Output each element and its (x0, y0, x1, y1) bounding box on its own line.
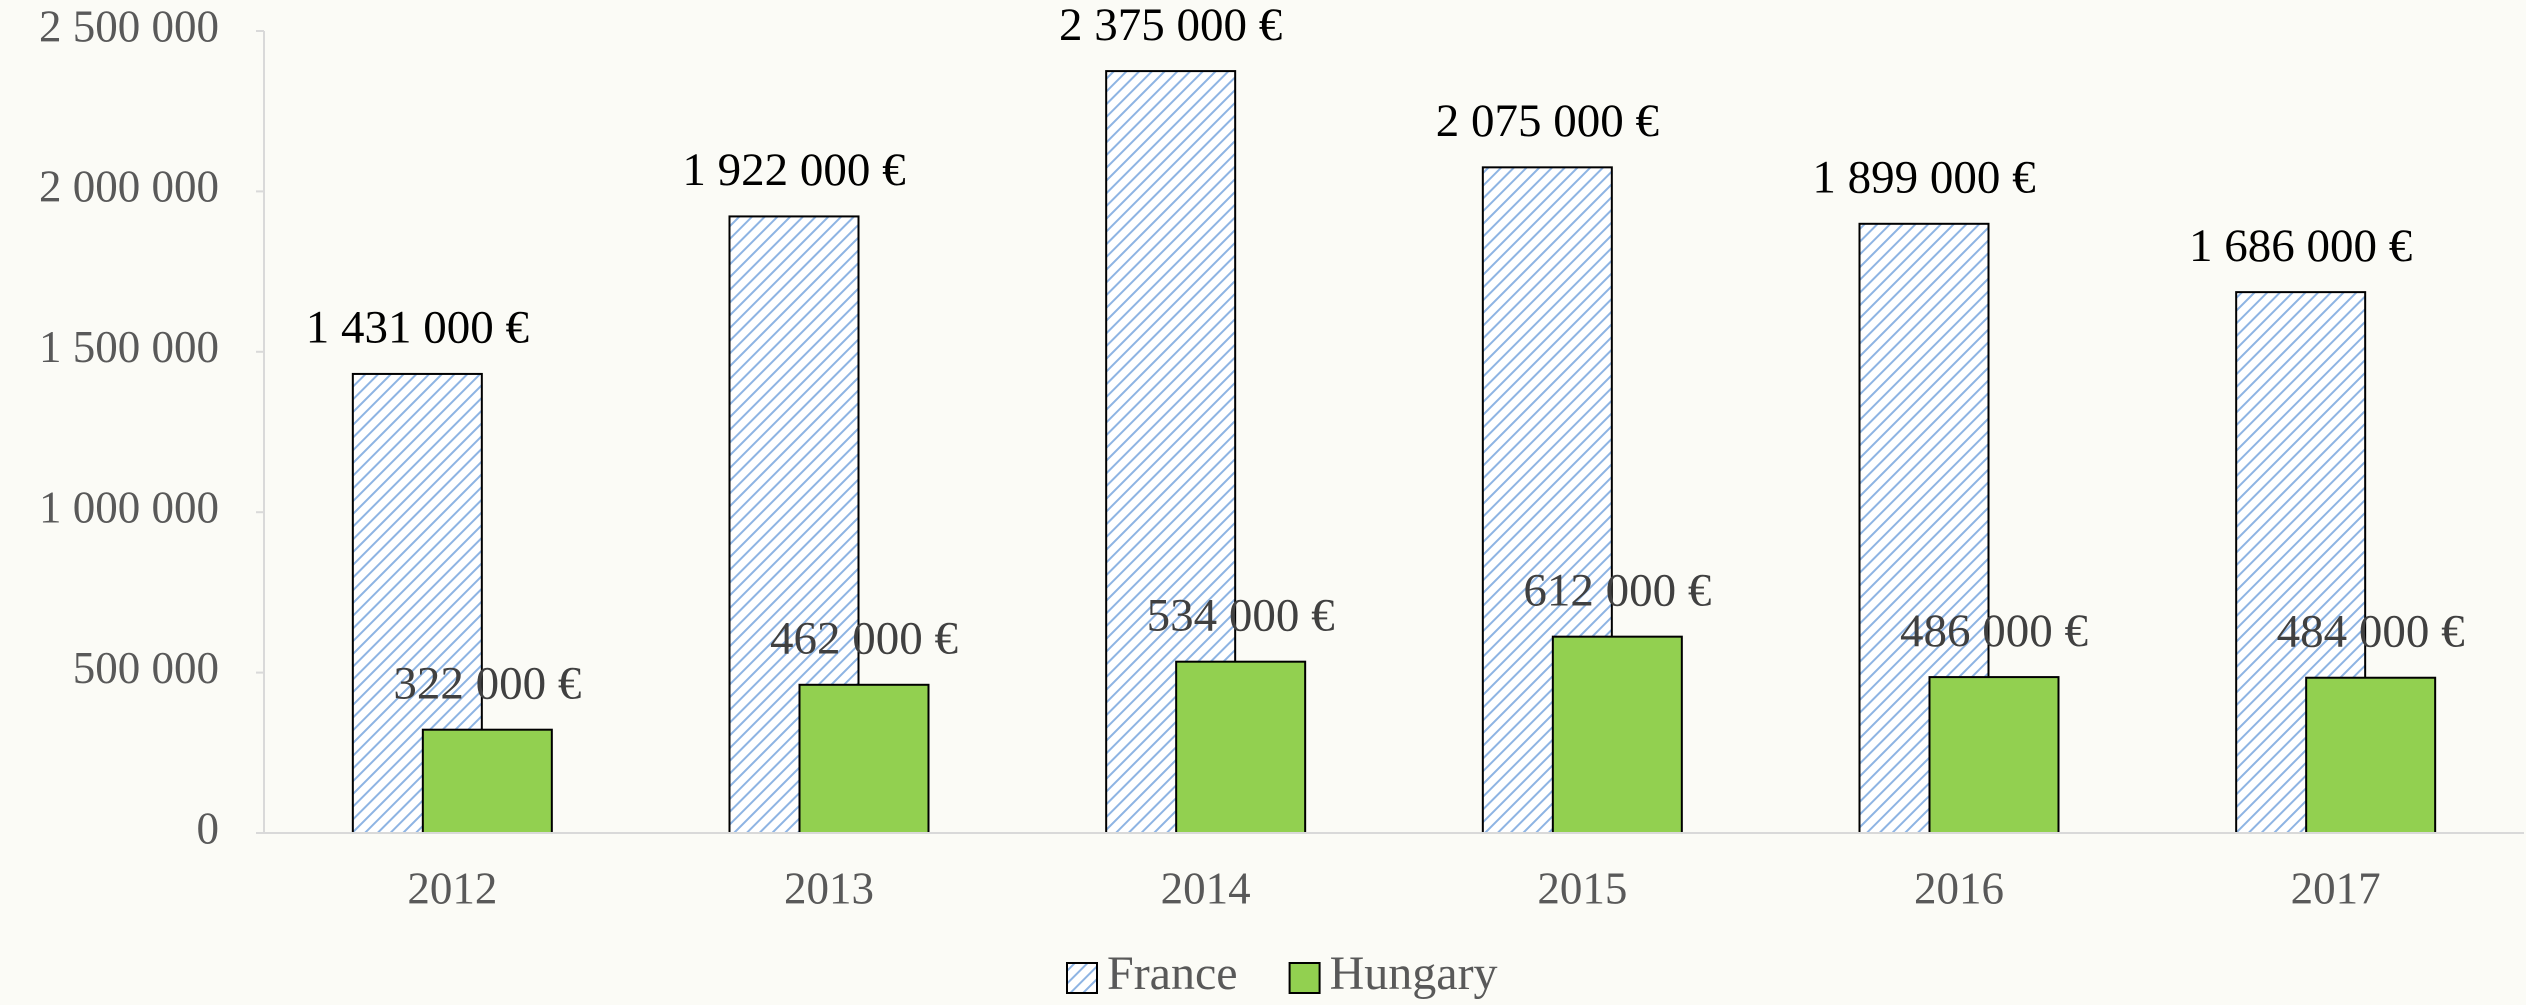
data-label: 1 899 000 € (1812, 152, 2035, 204)
x-tick-label: 2017 (2291, 863, 2381, 913)
data-label: 2 375 000 € (1059, 0, 1282, 51)
data-label: 462 000 € (770, 613, 958, 665)
y-tick-label: 1 500 000 (39, 322, 219, 372)
bar (421, 728, 553, 834)
x-tick-label: 2013 (784, 863, 874, 913)
legend-swatch (1066, 962, 1098, 994)
bar (2305, 676, 2437, 834)
y-tick-label: 0 (197, 803, 220, 853)
bar (1175, 660, 1307, 835)
x-tick-label: 2016 (1914, 863, 2004, 913)
x-tick-label: 2014 (1161, 863, 1251, 913)
legend-label: Hungary (1330, 947, 1498, 1000)
data-label: 1 431 000 € (306, 302, 529, 354)
data-label: 486 000 € (1900, 605, 2088, 657)
x-tick-label: 2012 (407, 863, 497, 913)
y-tick-label: 500 000 (73, 643, 219, 693)
bar (798, 683, 930, 834)
y-tick-label: 2 500 000 (39, 1, 219, 51)
data-label: 1 686 000 € (2189, 220, 2412, 272)
data-label: 534 000 € (1147, 589, 1335, 641)
bar (1928, 676, 2060, 834)
data-label: 612 000 € (1523, 564, 1711, 616)
x-tick-label: 2015 (1537, 863, 1627, 913)
legend-swatch (1288, 962, 1321, 994)
bar (1551, 635, 1683, 835)
data-label: 322 000 € (393, 657, 581, 709)
data-label: 2 075 000 € (1436, 95, 1659, 147)
bar (728, 215, 860, 834)
y-tick-label: 2 000 000 (39, 162, 219, 212)
data-label: 1 922 000 € (682, 144, 905, 196)
data-label: 484 000 € (2277, 606, 2465, 658)
legend-label: France (1107, 947, 1238, 1000)
y-tick-label: 1 000 000 (39, 483, 219, 533)
